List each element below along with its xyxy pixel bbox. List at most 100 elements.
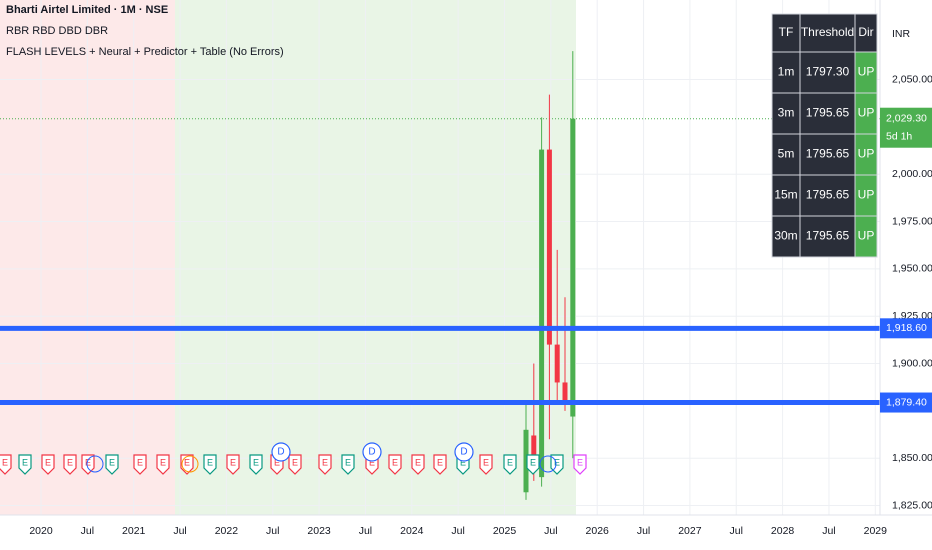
table-header-cell bbox=[771, 13, 801, 53]
earnings-marker-label: E bbox=[530, 457, 536, 467]
table-cell bbox=[771, 215, 801, 258]
x-tick-label: 2022 bbox=[215, 525, 239, 537]
x-tick-label: Jul bbox=[451, 525, 464, 537]
split-marker bbox=[181, 455, 199, 473]
earnings-marker-label: E bbox=[345, 457, 351, 467]
earnings-marker bbox=[526, 454, 540, 475]
y-tick-label: 1,900.00 bbox=[892, 357, 932, 369]
earnings-marker bbox=[249, 454, 263, 475]
table-header-label: Dir bbox=[858, 25, 873, 39]
table-cell-label: 5m bbox=[778, 147, 795, 161]
x-tick-label: Jul bbox=[822, 525, 835, 537]
candle-body bbox=[539, 149, 545, 478]
indicator-name[interactable]: FLASH LEVELS + Neural + Predictor + Tabl… bbox=[6, 46, 284, 58]
x-tick-label: 2023 bbox=[307, 525, 331, 537]
dividend-marker bbox=[271, 442, 291, 462]
y-tick-label: 1,825.00 bbox=[892, 499, 932, 511]
y-tick-label: 1,850.00 bbox=[892, 452, 932, 464]
x-tick-label: 2024 bbox=[400, 525, 424, 537]
earnings-marker bbox=[41, 454, 55, 475]
currency-label[interactable]: INR bbox=[892, 28, 911, 40]
dividend-marker-label: D bbox=[277, 447, 284, 458]
x-tick-label: Jul bbox=[173, 525, 186, 537]
table-cell-label: UP bbox=[858, 65, 875, 79]
dividend-marker-label: D bbox=[368, 447, 375, 458]
candle-body bbox=[554, 344, 560, 383]
table-cell-label: 1795.65 bbox=[806, 147, 850, 161]
table-cell-label: 15m bbox=[774, 188, 797, 202]
x-tick-label: 2029 bbox=[864, 525, 888, 537]
earnings-marker bbox=[133, 454, 147, 475]
earnings-marker-label: E bbox=[292, 457, 298, 467]
table-cell-label: 3m bbox=[778, 106, 795, 120]
last-price-tag bbox=[880, 107, 932, 148]
earnings-marker bbox=[573, 454, 587, 475]
table-cell bbox=[799, 51, 856, 94]
table-cell-label: UP bbox=[858, 147, 875, 161]
earnings-marker-label: E bbox=[322, 457, 328, 467]
x-tick-label: 2028 bbox=[771, 525, 795, 537]
earnings-marker-label: E bbox=[483, 457, 489, 467]
indicator-name[interactable]: RBR RBD DBD DBR bbox=[6, 25, 108, 37]
earnings-marker-label: E bbox=[22, 457, 28, 467]
level-price-tag bbox=[880, 392, 932, 413]
earnings-marker-label: E bbox=[369, 457, 375, 467]
candle-body bbox=[570, 118, 576, 417]
table-cell bbox=[854, 215, 878, 258]
earnings-marker bbox=[105, 454, 119, 475]
earnings-marker-label: E bbox=[392, 457, 398, 467]
earnings-marker-label: E bbox=[230, 457, 236, 467]
symbol-title[interactable]: Bharti Airtel Limited · 1M · NSE bbox=[6, 4, 168, 16]
earnings-marker-label: E bbox=[554, 457, 560, 467]
y-tick-label: 2,050.00 bbox=[892, 73, 932, 85]
candle-body bbox=[523, 429, 529, 493]
earnings-marker-label: E bbox=[137, 457, 143, 467]
x-tick-label: 2027 bbox=[678, 525, 702, 537]
table-cell bbox=[771, 174, 801, 217]
table-cell-label: 1m bbox=[778, 65, 795, 79]
earnings-marker-label: E bbox=[274, 457, 280, 467]
earnings-marker-label: E bbox=[207, 457, 213, 467]
earnings-marker bbox=[479, 454, 493, 475]
x-tick-label: Jul bbox=[266, 525, 279, 537]
x-tick-label: 2020 bbox=[29, 525, 53, 537]
dividend-marker-label: D bbox=[460, 447, 467, 458]
x-tick-label: 2025 bbox=[493, 525, 517, 537]
earnings-marker-label: E bbox=[460, 457, 466, 467]
table-cell-label: UP bbox=[858, 106, 875, 120]
earnings-marker-label: E bbox=[109, 457, 115, 467]
countdown-label: 5d 1h bbox=[886, 130, 912, 142]
earnings-marker-label: E bbox=[67, 457, 73, 467]
earnings-marker bbox=[156, 454, 170, 475]
table-cell-label: 1795.65 bbox=[806, 188, 850, 202]
y-tick-label: 2,000.00 bbox=[892, 168, 932, 180]
last-price-label: 2,029.30 bbox=[886, 112, 927, 124]
earnings-marker bbox=[388, 454, 402, 475]
x-tick-label: Jul bbox=[637, 525, 650, 537]
dividend-marker bbox=[454, 442, 474, 462]
earnings-marker-label: E bbox=[45, 457, 51, 467]
dividend-marker bbox=[362, 442, 382, 462]
earnings-marker bbox=[18, 454, 32, 475]
table-header-label: Threshold bbox=[801, 25, 854, 39]
earnings-marker bbox=[341, 454, 355, 475]
earnings-marker bbox=[0, 454, 12, 475]
x-tick-label: Jul bbox=[730, 525, 743, 537]
bullish-zone bbox=[175, 0, 576, 515]
earnings-marker bbox=[433, 454, 447, 475]
level-price-label: 1,879.40 bbox=[886, 396, 927, 408]
earnings-marker-label: E bbox=[85, 457, 91, 467]
table-cell-label: 1797.30 bbox=[806, 65, 850, 79]
x-tick-label: Jul bbox=[81, 525, 94, 537]
earnings-marker-label: E bbox=[415, 457, 421, 467]
table-cell-label: UP bbox=[858, 188, 875, 202]
x-tick-label: 2026 bbox=[586, 525, 610, 537]
table-cell bbox=[799, 215, 856, 258]
candle-body bbox=[531, 435, 537, 468]
earnings-marker-label: E bbox=[160, 457, 166, 467]
earnings-marker-label: E bbox=[2, 457, 8, 467]
level-price-label: 1,918.60 bbox=[886, 322, 927, 334]
earnings-marker-label: E bbox=[437, 457, 443, 467]
split-marker bbox=[539, 455, 557, 473]
